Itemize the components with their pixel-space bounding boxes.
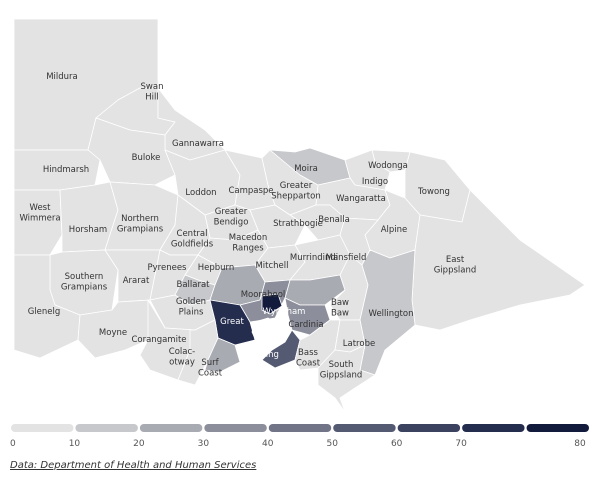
- color-legend: 0 10 20 30 40 50 60 70 80: [10, 424, 589, 449]
- legend-swatch: [11, 424, 74, 432]
- region-label-mitchell: Mitchell: [255, 261, 288, 271]
- region-label-latrobe: Latrobe: [343, 339, 375, 349]
- region-label-northern-grampians: Northern Grampians: [117, 214, 164, 235]
- region-label-mansfield: Mansfield: [326, 253, 367, 263]
- region-label-mornington-peninsula: ening: [255, 350, 279, 360]
- legend-swatch: [333, 424, 396, 432]
- choropleth-map: Mildura Swan Hill Gannawarra Buloke Hindmarsh…: [13, 18, 586, 413]
- legend-swatch: [75, 424, 138, 432]
- region-label-benalla: Benalla: [318, 215, 350, 225]
- region-label-buloke: Buloke: [132, 153, 161, 163]
- region-label-towong: Towong: [417, 187, 450, 197]
- legend-swatch: [268, 424, 332, 432]
- region-label-indigo: Indigo: [362, 177, 388, 187]
- region-label-southern-grampians: Southern Grampians: [61, 272, 108, 293]
- legend-tick-label: 40: [262, 439, 274, 449]
- legend-tick-label: 70: [455, 439, 467, 449]
- legend-swatch: [526, 424, 589, 432]
- region-label-cardinia: Cardinia: [288, 320, 323, 330]
- legend-tick-label: 0: [10, 439, 16, 449]
- region-label-alpine: Alpine: [381, 225, 408, 235]
- region-label-corangamite: Corangamite: [131, 335, 186, 345]
- region-label-bass-coast: Bass Coast: [296, 348, 321, 369]
- region-label-moyne: Moyne: [99, 328, 127, 338]
- region-label-strathbogie: Strathbogie: [273, 219, 323, 229]
- region-label-south-gippsland: South Gippsland: [320, 360, 363, 381]
- region-label-glenelg: Glenelg: [28, 307, 61, 317]
- region-label-baw-baw: Baw Baw: [331, 298, 349, 319]
- region-label-ballarat: Ballarat: [176, 280, 210, 290]
- region-label-wodonga: Wodonga: [368, 161, 408, 171]
- region-label-wangaratta: Wangaratta: [336, 194, 386, 204]
- region-label-wyndham: Wyndham: [263, 307, 306, 317]
- region-label-campaspe: Campaspe: [228, 186, 273, 196]
- region-label-loddon: Loddon: [185, 188, 216, 198]
- data-source-credit[interactable]: Data: Department of Health and Human Ser…: [10, 460, 257, 471]
- legend-tick-label: 30: [198, 439, 210, 449]
- legend-tick-label: 60: [391, 439, 403, 449]
- region-label-swan-hill: Swan Hill: [141, 82, 164, 103]
- region-label-gannawarra: Gannawarra: [172, 139, 224, 149]
- legend-swatch: [397, 424, 461, 432]
- region-label-greater-bendigo: Greater Bendigo: [214, 207, 249, 228]
- region-label-ararat: Ararat: [123, 276, 150, 286]
- region-label-macedon-ranges: Macedon Ranges: [229, 233, 267, 254]
- legend-tick-label: 80: [574, 439, 586, 449]
- region-west-wimmera[interactable]: [13, 189, 63, 256]
- region-label-greater-geelong: Great: [220, 317, 244, 327]
- region-label-central-goldfields: Central Goldfields: [171, 229, 214, 250]
- legend-swatch: [139, 424, 203, 432]
- legend-tick-label: 50: [326, 439, 338, 449]
- region-label-moorabool: Moorabool: [241, 290, 286, 300]
- region-melbourne-inner[interactable]: [261, 293, 283, 315]
- region-surf-coast[interactable]: [204, 337, 241, 373]
- region-label-murrindindi: Murrindindi: [290, 253, 338, 263]
- legend-swatch: [204, 424, 267, 432]
- region-label-horsham: Horsham: [69, 225, 107, 235]
- region-label-east-gippsland: East Gippsland: [434, 255, 477, 276]
- region-south-gippsland[interactable]: [317, 344, 376, 413]
- legend-tick-label: 10: [69, 439, 81, 449]
- region-label-mildura: Mildura: [46, 72, 78, 82]
- region-label-wellington: Wellington: [369, 309, 414, 319]
- legend-tick-label: 20: [133, 439, 145, 449]
- region-label-moira: Moira: [294, 164, 318, 174]
- region-label-golden-plains: Golden Plains: [176, 297, 206, 318]
- region-label-hepburn: Hepburn: [198, 263, 235, 273]
- legend-swatch: [462, 424, 525, 432]
- region-label-colac-otway: Colac-otway: [169, 347, 195, 368]
- region-label-greater-shepparton: Greater Shepparton: [271, 181, 320, 202]
- region-label-hindmarsh: Hindmarsh: [43, 165, 89, 175]
- region-label-west-wimmera: West Wimmera: [19, 203, 60, 224]
- region-label-pyrenees: Pyrenees: [148, 263, 188, 273]
- region-label-surf-coast: Surf Coast: [198, 358, 223, 379]
